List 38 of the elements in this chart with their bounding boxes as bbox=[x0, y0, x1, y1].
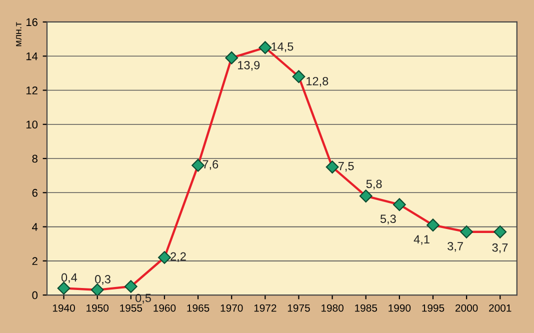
x-tick-label: 1985 bbox=[355, 304, 378, 312]
y-tick-label: 10 bbox=[26, 120, 38, 129]
x-tick-label: 1965 bbox=[187, 304, 210, 312]
data-label: 14,5 bbox=[272, 42, 294, 52]
data-label: 2,2 bbox=[170, 252, 186, 262]
x-tick-label: 1950 bbox=[86, 304, 109, 312]
data-label: 7,5 bbox=[338, 162, 354, 172]
data-label: 0,3 bbox=[95, 275, 110, 285]
x-tick-label: 1975 bbox=[288, 304, 310, 312]
data-label: 5,3 bbox=[380, 214, 396, 224]
y-tick-label: 12 bbox=[26, 86, 38, 94]
x-tick-label: 2001 bbox=[489, 304, 512, 312]
x-tick-label: 1940 bbox=[52, 304, 75, 312]
y-tick-label: 2 bbox=[32, 257, 38, 265]
y-tick-label: 16 bbox=[26, 18, 38, 26]
data-label: 0,4 bbox=[61, 273, 78, 284]
y-tick-label: 6 bbox=[32, 188, 38, 197]
data-label: 13,9 bbox=[238, 60, 260, 71]
x-tick-label: 1995 bbox=[422, 304, 444, 312]
y-tick-label: 0 bbox=[32, 291, 38, 300]
data-label: 7,6 bbox=[202, 160, 218, 170]
data-label: 4,1 bbox=[414, 235, 430, 245]
x-tick-label: 1980 bbox=[322, 304, 344, 312]
x-tick-label: 1972 bbox=[254, 304, 276, 312]
x-tick-label: 1960 bbox=[154, 304, 176, 312]
data-label: 3,7 bbox=[492, 243, 508, 254]
data-label: 12,8 bbox=[306, 76, 328, 87]
x-tick-label: 2000 bbox=[456, 304, 478, 312]
y-axis-title: млн.т bbox=[16, 22, 22, 46]
data-label: 3,7 bbox=[448, 242, 463, 252]
y-tick-label: 4 bbox=[32, 223, 38, 231]
x-tick-label: 1955 bbox=[120, 304, 142, 312]
x-tick-label: 1990 bbox=[388, 304, 411, 312]
data-label: 0,5 bbox=[136, 294, 151, 304]
y-tick-label: 8 bbox=[32, 154, 38, 163]
data-label: 5,8 bbox=[366, 180, 382, 190]
y-tick-label: 14 bbox=[26, 52, 38, 60]
x-tick-label: 1970 bbox=[220, 304, 243, 312]
